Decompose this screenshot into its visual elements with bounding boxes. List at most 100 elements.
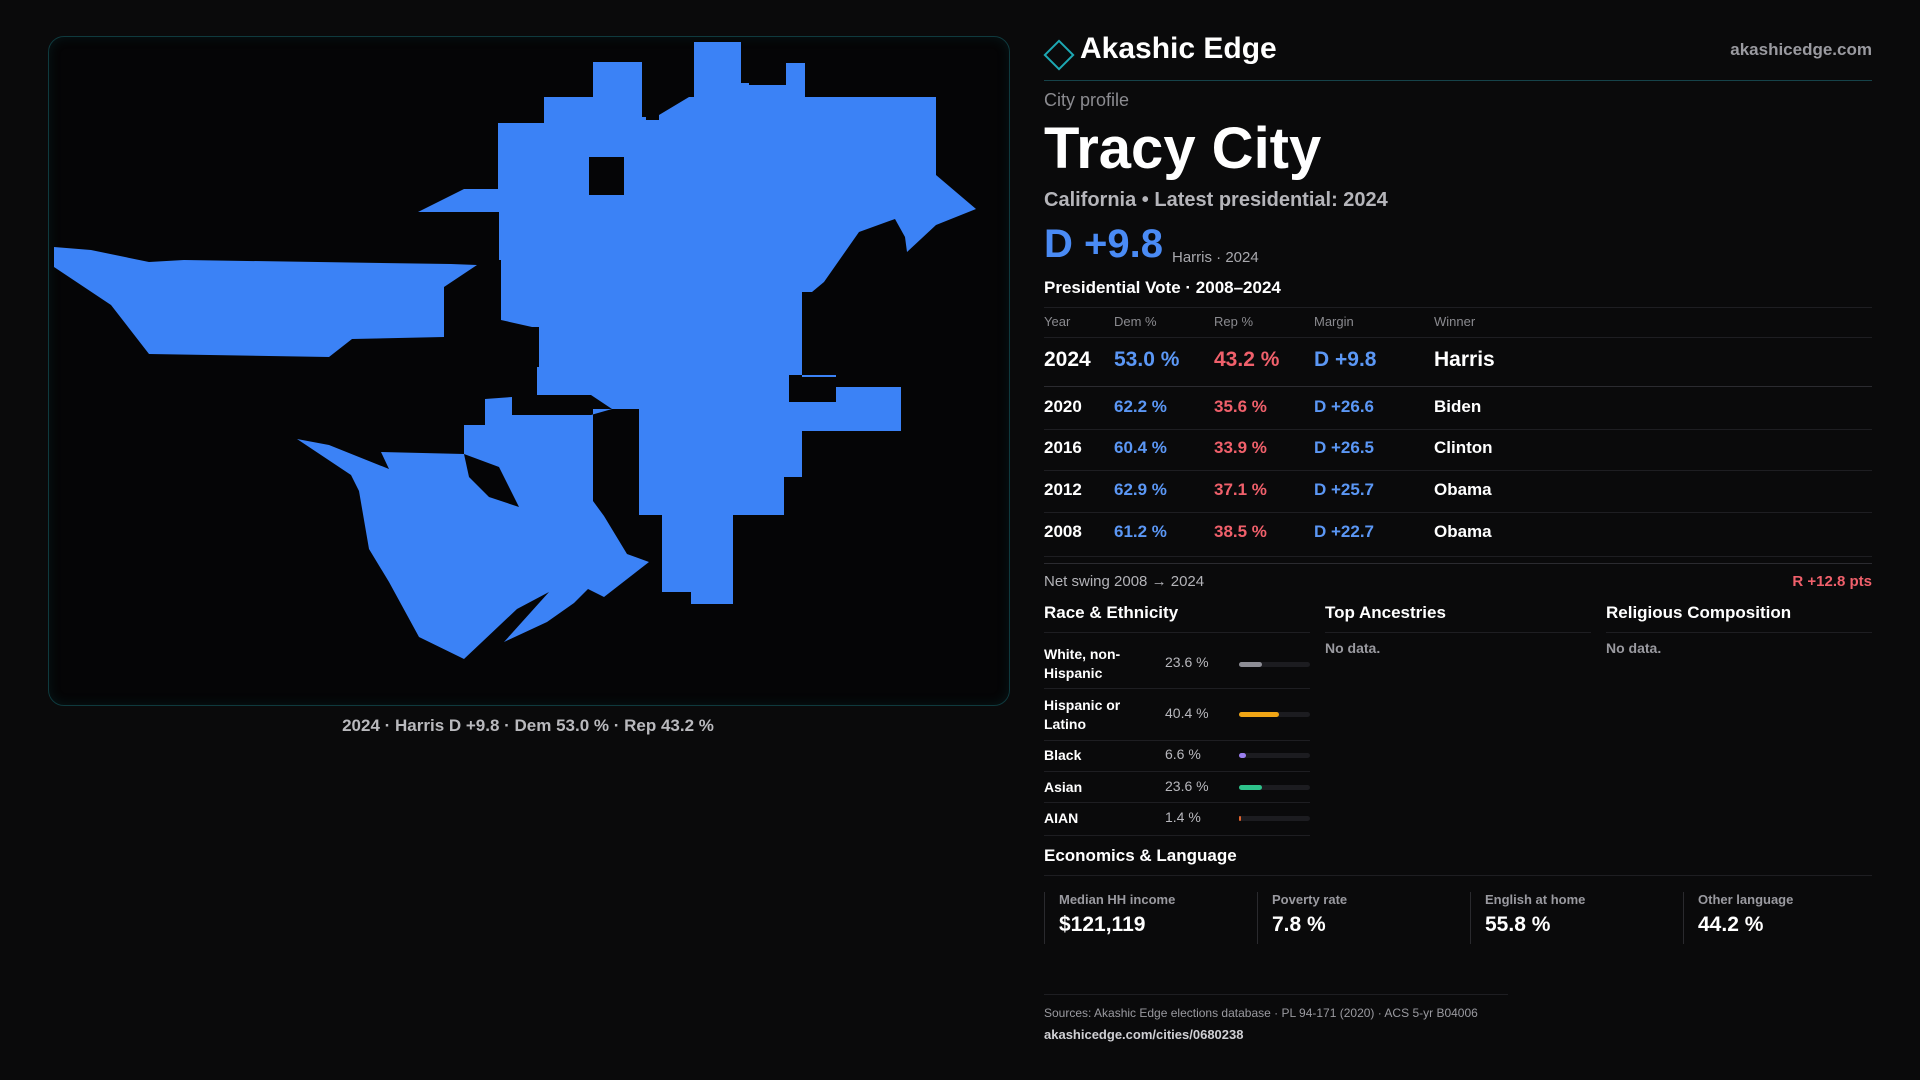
divider bbox=[1044, 556, 1872, 557]
stat-label: Median HH income bbox=[1059, 892, 1176, 907]
page-subtitle: California • Latest presidential: 2024 bbox=[1044, 189, 1388, 211]
race-bar-track bbox=[1239, 662, 1310, 667]
diamond-logo-icon bbox=[1043, 39, 1075, 71]
stat-poverty-rate: Poverty rate 7.8 % bbox=[1257, 892, 1464, 944]
divider bbox=[1044, 740, 1310, 741]
net-swing-value: R +12.8 pts bbox=[1792, 573, 1872, 590]
map-caption: 2024 · Harris D +9.8 · Dem 53.0 % · Rep … bbox=[342, 716, 714, 735]
divider bbox=[1044, 994, 1508, 995]
latest-margin-note: Harris · 2024 bbox=[1172, 249, 1259, 266]
stat-label: Poverty rate bbox=[1272, 892, 1348, 907]
cell-dem: 62.9 % bbox=[1114, 480, 1167, 499]
column-header-winner: Winner bbox=[1434, 314, 1476, 329]
stat-value: 7.8 % bbox=[1272, 913, 1326, 936]
divider bbox=[1044, 470, 1872, 471]
religion-section-title: Religious Composition bbox=[1606, 603, 1792, 622]
map-hole bbox=[464, 454, 519, 507]
cell-margin: D +9.8 bbox=[1314, 348, 1377, 371]
divider bbox=[1044, 337, 1872, 338]
brand-name[interactable]: Akashic Edge bbox=[1080, 32, 1277, 65]
map-hole bbox=[589, 157, 624, 195]
econ-section-title: Economics & Language bbox=[1044, 846, 1237, 865]
table-row: 2024 53.0 % 43.2 % D +9.8 Harris bbox=[1044, 348, 1872, 388]
race-bar-fill bbox=[1239, 785, 1263, 790]
cell-rep: 33.9 % bbox=[1214, 438, 1267, 457]
divider bbox=[1044, 632, 1310, 633]
cell-dem: 60.4 % bbox=[1114, 438, 1167, 457]
city-boundary-shape bbox=[54, 42, 976, 659]
stat-label: Other language bbox=[1698, 892, 1794, 907]
stat-value: 55.8 % bbox=[1485, 913, 1551, 936]
race-section-title: Race & Ethnicity bbox=[1044, 603, 1179, 622]
race-label: AIAN bbox=[1044, 810, 1079, 826]
divider bbox=[1044, 429, 1872, 430]
map-hole bbox=[501, 327, 539, 367]
race-bar-track bbox=[1239, 816, 1310, 821]
ancestries-empty: No data. bbox=[1325, 640, 1381, 656]
cell-margin: D +26.6 bbox=[1314, 397, 1375, 416]
divider bbox=[1044, 835, 1310, 836]
city-boundary-map bbox=[54, 42, 976, 659]
brand-header: Akashic Edge akashicedge.com bbox=[1043, 30, 1872, 81]
cell-dem: 61.2 % bbox=[1114, 522, 1167, 541]
race-bar-fill bbox=[1239, 753, 1246, 758]
race-value: 1.4 % bbox=[1165, 809, 1201, 825]
page-title: Tracy City bbox=[1044, 116, 1322, 181]
divider bbox=[1044, 688, 1310, 689]
map-hole bbox=[794, 377, 836, 401]
cell-year: 2024 bbox=[1044, 348, 1091, 371]
source-url-link[interactable]: akashicedge.com/cities/0680238 bbox=[1044, 1027, 1244, 1042]
race-bar-track bbox=[1239, 785, 1310, 790]
cell-year: 2016 bbox=[1044, 438, 1082, 457]
sources-note: Sources: Akashic Edge elections database… bbox=[1044, 1006, 1478, 1020]
race-bar-fill bbox=[1239, 712, 1280, 717]
cell-rep: 35.6 % bbox=[1214, 397, 1267, 416]
column-header-dem: Dem % bbox=[1114, 314, 1157, 329]
cell-winner: Obama bbox=[1434, 522, 1492, 541]
cell-dem: 53.0 % bbox=[1114, 348, 1180, 371]
race-bar-track bbox=[1239, 712, 1310, 717]
column-header-year: Year bbox=[1044, 314, 1071, 329]
ancestries-section-title: Top Ancestries bbox=[1325, 603, 1446, 622]
race-label: Hispanic or Latino bbox=[1044, 697, 1121, 732]
cell-margin: D +25.7 bbox=[1314, 480, 1375, 499]
race-value: 23.6 % bbox=[1165, 654, 1209, 670]
cell-winner: Harris bbox=[1434, 348, 1495, 371]
cell-winner: Obama bbox=[1434, 480, 1492, 499]
race-bar-track bbox=[1239, 753, 1310, 758]
stat-value: 44.2 % bbox=[1698, 913, 1764, 936]
column-header-margin: Margin bbox=[1314, 314, 1354, 329]
divider bbox=[1044, 307, 1872, 308]
net-swing-label: Net swing 2008 → 2024 bbox=[1044, 573, 1205, 590]
cell-dem: 62.2 % bbox=[1114, 397, 1167, 416]
cell-margin: D +26.5 bbox=[1314, 438, 1375, 457]
city-map bbox=[48, 36, 1010, 706]
race-value: 40.4 % bbox=[1165, 705, 1209, 721]
cell-winner: Biden bbox=[1434, 397, 1482, 416]
divider bbox=[1044, 771, 1310, 772]
race-label: Asian bbox=[1044, 779, 1083, 795]
brand-url-link[interactable]: akashicedge.com bbox=[1730, 40, 1872, 59]
cell-year: 2012 bbox=[1044, 480, 1082, 499]
religion-empty: No data. bbox=[1606, 640, 1662, 656]
cell-rep: 43.2 % bbox=[1214, 348, 1280, 371]
divider bbox=[1606, 632, 1872, 633]
stat-english-at-home: English at home 55.8 % bbox=[1470, 892, 1677, 944]
race-label: White, non-Hispanic bbox=[1044, 646, 1121, 681]
race-label: Black bbox=[1044, 747, 1082, 763]
race-bar-fill bbox=[1239, 662, 1263, 667]
stat-label: English at home bbox=[1485, 892, 1586, 907]
cell-year: 2008 bbox=[1044, 522, 1082, 541]
stat-value: $121,119 bbox=[1059, 913, 1146, 936]
cell-year: 2020 bbox=[1044, 397, 1082, 416]
cell-winner: Clinton bbox=[1434, 438, 1493, 457]
divider bbox=[1044, 875, 1872, 876]
stat-median-income: Median HH income $121,119 bbox=[1044, 892, 1251, 944]
vote-section-title: Presidential Vote · 2008–2024 bbox=[1044, 278, 1281, 297]
cell-margin: D +22.7 bbox=[1314, 522, 1375, 541]
stat-other-language: Other language 44.2 % bbox=[1683, 892, 1873, 944]
column-header-rep: Rep % bbox=[1214, 314, 1254, 329]
divider bbox=[1044, 563, 1872, 564]
divider bbox=[1044, 802, 1310, 803]
race-bar-fill bbox=[1239, 816, 1241, 821]
